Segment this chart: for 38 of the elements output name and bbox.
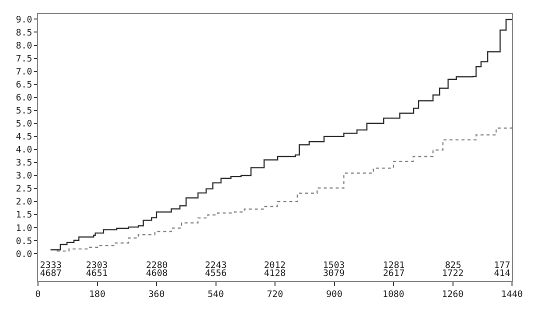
y-tick-label: 4.0 [16, 146, 32, 156]
annotation: 4651 [86, 269, 108, 279]
x-tick-label: 180 [89, 290, 106, 300]
y-tick-label: 7.5 [16, 54, 32, 64]
x-tick-label: 0 [35, 290, 41, 300]
y-tick-label: 4.5 [16, 132, 32, 143]
annotation: 1722 [442, 269, 464, 279]
y-tick-label: 8.0 [16, 41, 32, 52]
y-tick-label: 2.0 [16, 198, 32, 208]
y-tick-label: 3.5 [16, 158, 32, 169]
annotation: 4608 [146, 269, 168, 279]
x-tick-label: 1260 [442, 290, 464, 300]
y-tick-label: 0.0 [16, 250, 32, 260]
y-tick-label: 5.5 [16, 106, 32, 117]
y-tick-label: 1.0 [16, 224, 32, 234]
y-tick-label: 7.0 [16, 67, 32, 78]
y-tick-label: 5.0 [16, 120, 32, 130]
annotation: 2617 [383, 269, 405, 279]
annotation: 4687 [40, 269, 62, 279]
y-tick-label: 0.5 [16, 236, 32, 247]
x-tick-label: 900 [326, 290, 342, 300]
x-tick-label: 360 [148, 290, 165, 300]
y-tick-label: 3.0 [16, 172, 32, 182]
annotation: 4128 [264, 269, 286, 279]
y-tick-label: 2.5 [16, 184, 32, 195]
x-tick-label: 540 [208, 290, 224, 300]
y-tick-label: 1.5 [16, 210, 32, 221]
annotation: 414 [494, 269, 510, 279]
y-tick-label: 9.0 [16, 15, 32, 26]
y-tick-label: 8.5 [16, 28, 32, 38]
x-tick-label: 1440 [501, 290, 523, 300]
x-tick-label: 1080 [382, 290, 404, 300]
annotation: 4556 [205, 269, 227, 279]
x-tick-label: 720 [266, 290, 284, 300]
annotation: 3079 [323, 269, 345, 279]
annotation: 177 [494, 261, 510, 271]
y-tick-label: 6.5 [16, 80, 32, 90]
y-tick-label: 6.0 [16, 94, 32, 104]
